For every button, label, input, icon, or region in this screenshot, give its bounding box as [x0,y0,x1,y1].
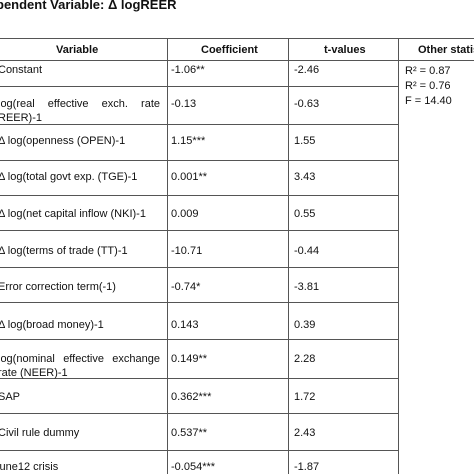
table-row-coefficient: 1.15*** [171,135,206,147]
table-row-coefficient: 0.362*** [171,391,212,403]
table-row-tvalue: -2.46 [294,64,320,76]
variable-line: log(nominal effective exchange [0,353,160,365]
row-rule [0,160,398,161]
table-row-tvalue: 1.55 [294,135,316,147]
header-tvalues: t-values [324,44,366,56]
table-row-coefficient: 0.537** [171,427,208,439]
table-row-coefficient: -1.06** [171,64,205,76]
table-row-tvalue: 1.72 [294,391,316,403]
table-top-rule [0,38,474,39]
stat-r-squared: R² = 0.87 [405,65,451,77]
table-row-coefficient: 0.149** [171,353,208,365]
variable-line: rate (NEER)-1 [0,367,68,379]
page-title: pendent Variable: Δ logREER [0,0,177,12]
table-row-coefficient: 0.143 [171,319,199,331]
table-row-coefficient: -10.71 [171,245,203,257]
row-rule [0,450,398,451]
table-row-variable: Δ log(broad money)-1 [0,319,104,331]
table-row-variable: log(real effective exch. rate REER)-1 [0,97,160,125]
table-row-variable: Δ log(openness (OPEN)-1 [0,135,126,147]
header-bottom-rule [0,60,474,61]
row-rule [0,195,398,196]
table-row-tvalue: 2.43 [294,427,316,439]
table-row-coefficient: -0.13 [171,98,197,110]
table-row-tvalue: -0.63 [294,98,320,110]
header-other-statistics: Other statis [418,44,474,56]
column-divider [288,38,289,474]
variable-line: log(real effective exch. rate [0,98,160,110]
table-row-variable: Constant [0,64,43,76]
stat-f-statistic: F = 14.40 [405,95,452,107]
table-row-tvalue: 2.28 [294,353,316,365]
stat-adjusted-r-squared: R² = 0.76 [405,80,451,92]
row-rule [0,302,398,303]
table-row-tvalue: -1.87 [294,461,320,473]
table-row-variable: log(nominal effective exchange rate (NEE… [0,352,160,380]
row-rule [0,86,398,87]
table-row-coefficient: -0.74* [171,281,201,293]
row-rule [0,339,398,340]
variable-line: REER)-1 [0,112,43,124]
table-row-coefficient: 0.009 [171,208,199,220]
row-rule [0,413,398,414]
table-row-variable: SAP [0,391,21,403]
row-rule [0,378,398,379]
table-row-tvalue: 0.55 [294,208,316,220]
table-row-variable: Δ log(total govt exp. (TGE)-1 [0,171,138,183]
table-row-tvalue: 0.39 [294,319,316,331]
table-row-variable: Δ log(terms of trade (TT)-1 [0,245,128,257]
table-row-coefficient: -0.054*** [171,461,216,473]
table-row-variable: Δ log(net capital inflow (NKI)-1 [0,208,146,220]
table-row-coefficient: 0.001** [171,171,208,183]
column-divider [167,38,168,474]
table-row-variable: June12 crisis [0,461,59,473]
table-row-variable: Error correction term(-1) [0,281,116,293]
table-row-tvalue: 3.43 [294,171,316,183]
table-row-tvalue: -3.81 [294,281,320,293]
row-rule [0,124,398,125]
table-row-tvalue: -0.44 [294,245,320,257]
header-coefficient: Coefficient [201,44,258,56]
row-rule [0,267,398,268]
table-row-variable: Civil rule dummy [0,427,80,439]
column-divider [398,38,399,474]
header-variable: Variable [56,44,99,56]
row-rule [0,230,398,231]
